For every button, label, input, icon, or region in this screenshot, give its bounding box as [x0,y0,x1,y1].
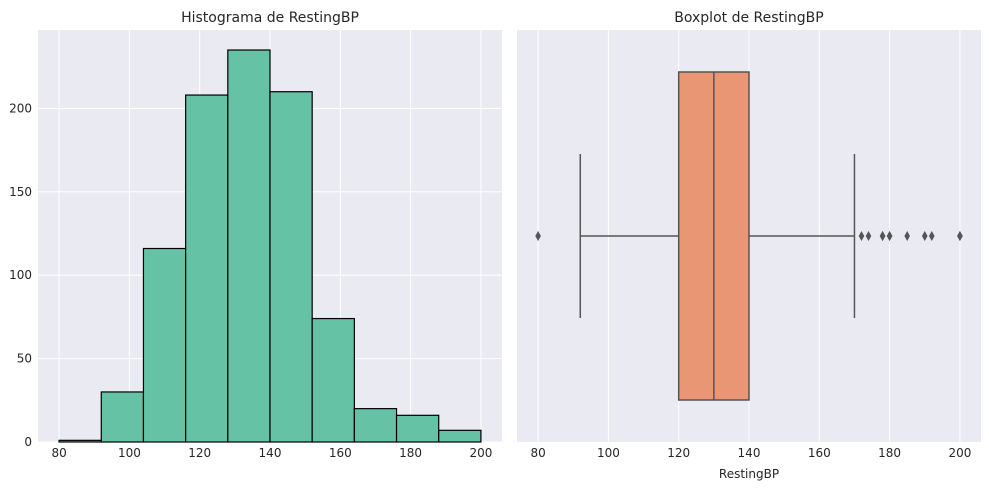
boxplot-outlier [886,231,893,241]
histogram-panel: 80 100 120 140 160 180 200 0 50 100 150 200 Histog… [9,10,502,460]
histogram-bar [142,247,187,443]
boxplot-title: Boxplot de RestingBP [674,10,823,26]
histogram-bar [227,49,271,443]
histogram-bar [311,317,355,443]
histogram-x-ticks: 80 100 120 140 160 180 200 [51,446,492,460]
histogram-x-tick-label: 100 [118,446,141,460]
boxplot-outlier [879,231,886,241]
histogram-x-tick-label: 120 [188,446,211,460]
boxplot-x-tick-label: 160 [808,446,831,460]
histogram-title: Histograma de RestingBP [181,10,359,26]
histogram-y-ticks: 0 50 100 150 200 [9,101,32,449]
histogram-y-tick-label: 0 [24,435,32,449]
histogram-y-tick-label: 200 [9,101,32,115]
boxplot-outlier [928,231,935,241]
boxplot-outlier [865,231,872,241]
histogram-bar [100,391,145,443]
boxplot-x-tick-label: 80 [530,446,545,460]
histogram-bar [269,91,313,443]
histogram-y-tick-label: 150 [9,185,32,199]
boxplot-x-tick-label: 140 [738,446,761,460]
histogram-bar [58,439,102,443]
histogram-bar [438,429,482,443]
boxplot-x-axis-label: RestingBP [719,467,779,481]
histogram-y-tick-label: 100 [9,268,32,282]
boxplot-outlier [535,231,541,241]
boxplot-x-tick-label: 100 [597,446,620,460]
boxplot-outlier [858,231,865,241]
boxplot-outlier [957,231,963,241]
histogram-x-tick-label: 160 [329,446,352,460]
histogram-bars [58,49,482,443]
boxplot-outlier [921,231,928,241]
boxplot-x-ticks: 80 100 120 140 160 180 200 [530,446,971,460]
boxplot-elements [535,71,963,401]
histogram-x-tick-label: 140 [259,446,282,460]
boxplot-x-tick-label: 180 [878,446,901,460]
histogram-bar [353,408,398,443]
boxplot-outlier [904,231,910,241]
histogram-x-tick-label: 200 [469,446,492,460]
boxplot-x-tick-label: 200 [948,446,971,460]
histogram-bar [395,414,440,443]
boxplot-x-tick-label: 120 [667,446,690,460]
histogram-x-tick-label: 80 [51,446,66,460]
histogram-bar [185,94,229,443]
histogram-y-tick-label: 50 [17,352,32,366]
histogram-x-tick-label: 180 [399,446,422,460]
boxplot-panel: 80 100 120 140 160 180 200 Boxplot de RestingB… [517,10,981,481]
